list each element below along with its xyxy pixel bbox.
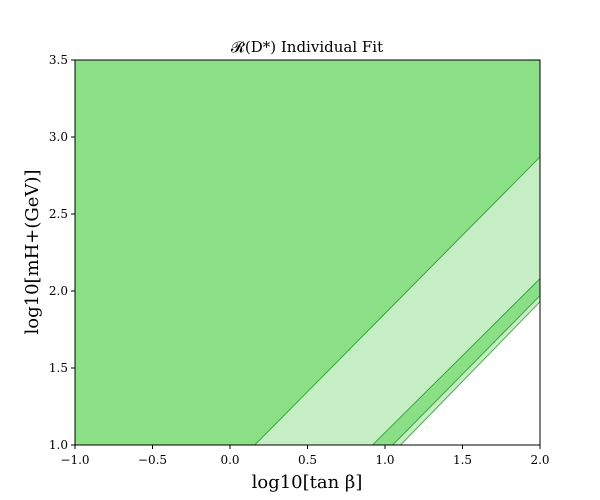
x-tick-label: −1.0 bbox=[60, 453, 89, 467]
region-dark-0 bbox=[75, 60, 540, 445]
x-tick-label: 1.0 bbox=[375, 453, 394, 467]
region-light-1 bbox=[254, 156, 540, 445]
x-axis: −1.0 −0.5 0.0 0.5 1.0 1.5 2.0 bbox=[60, 445, 550, 467]
x-tick-label: 1.5 bbox=[453, 453, 472, 467]
x-tick-label: 0.5 bbox=[298, 453, 317, 467]
x-axis-label: log10[tan β] bbox=[252, 472, 363, 493]
y-tick-label: 1.0 bbox=[49, 438, 68, 452]
y-tick-label: 2.0 bbox=[49, 284, 68, 298]
region-dark-2 bbox=[371, 278, 540, 445]
y-tick-label: 1.5 bbox=[49, 361, 68, 375]
chart-title: 𝓡(D*) Individual Fit bbox=[231, 38, 383, 56]
x-tick-label: 0.0 bbox=[220, 453, 239, 467]
y-tick-label: 3.0 bbox=[49, 130, 68, 144]
region-light-3 bbox=[392, 294, 540, 445]
y-axis-label: log10[mH+(GeV)] bbox=[22, 170, 43, 335]
y-tick-label: 3.5 bbox=[49, 53, 68, 67]
y-axis: 1.0 1.5 2.0 2.5 3.0 3.5 bbox=[49, 53, 75, 452]
y-tick-label: 2.5 bbox=[49, 207, 68, 221]
x-tick-label: 2.0 bbox=[530, 453, 549, 467]
fit-regions bbox=[75, 60, 540, 445]
x-tick-label: −0.5 bbox=[138, 453, 167, 467]
